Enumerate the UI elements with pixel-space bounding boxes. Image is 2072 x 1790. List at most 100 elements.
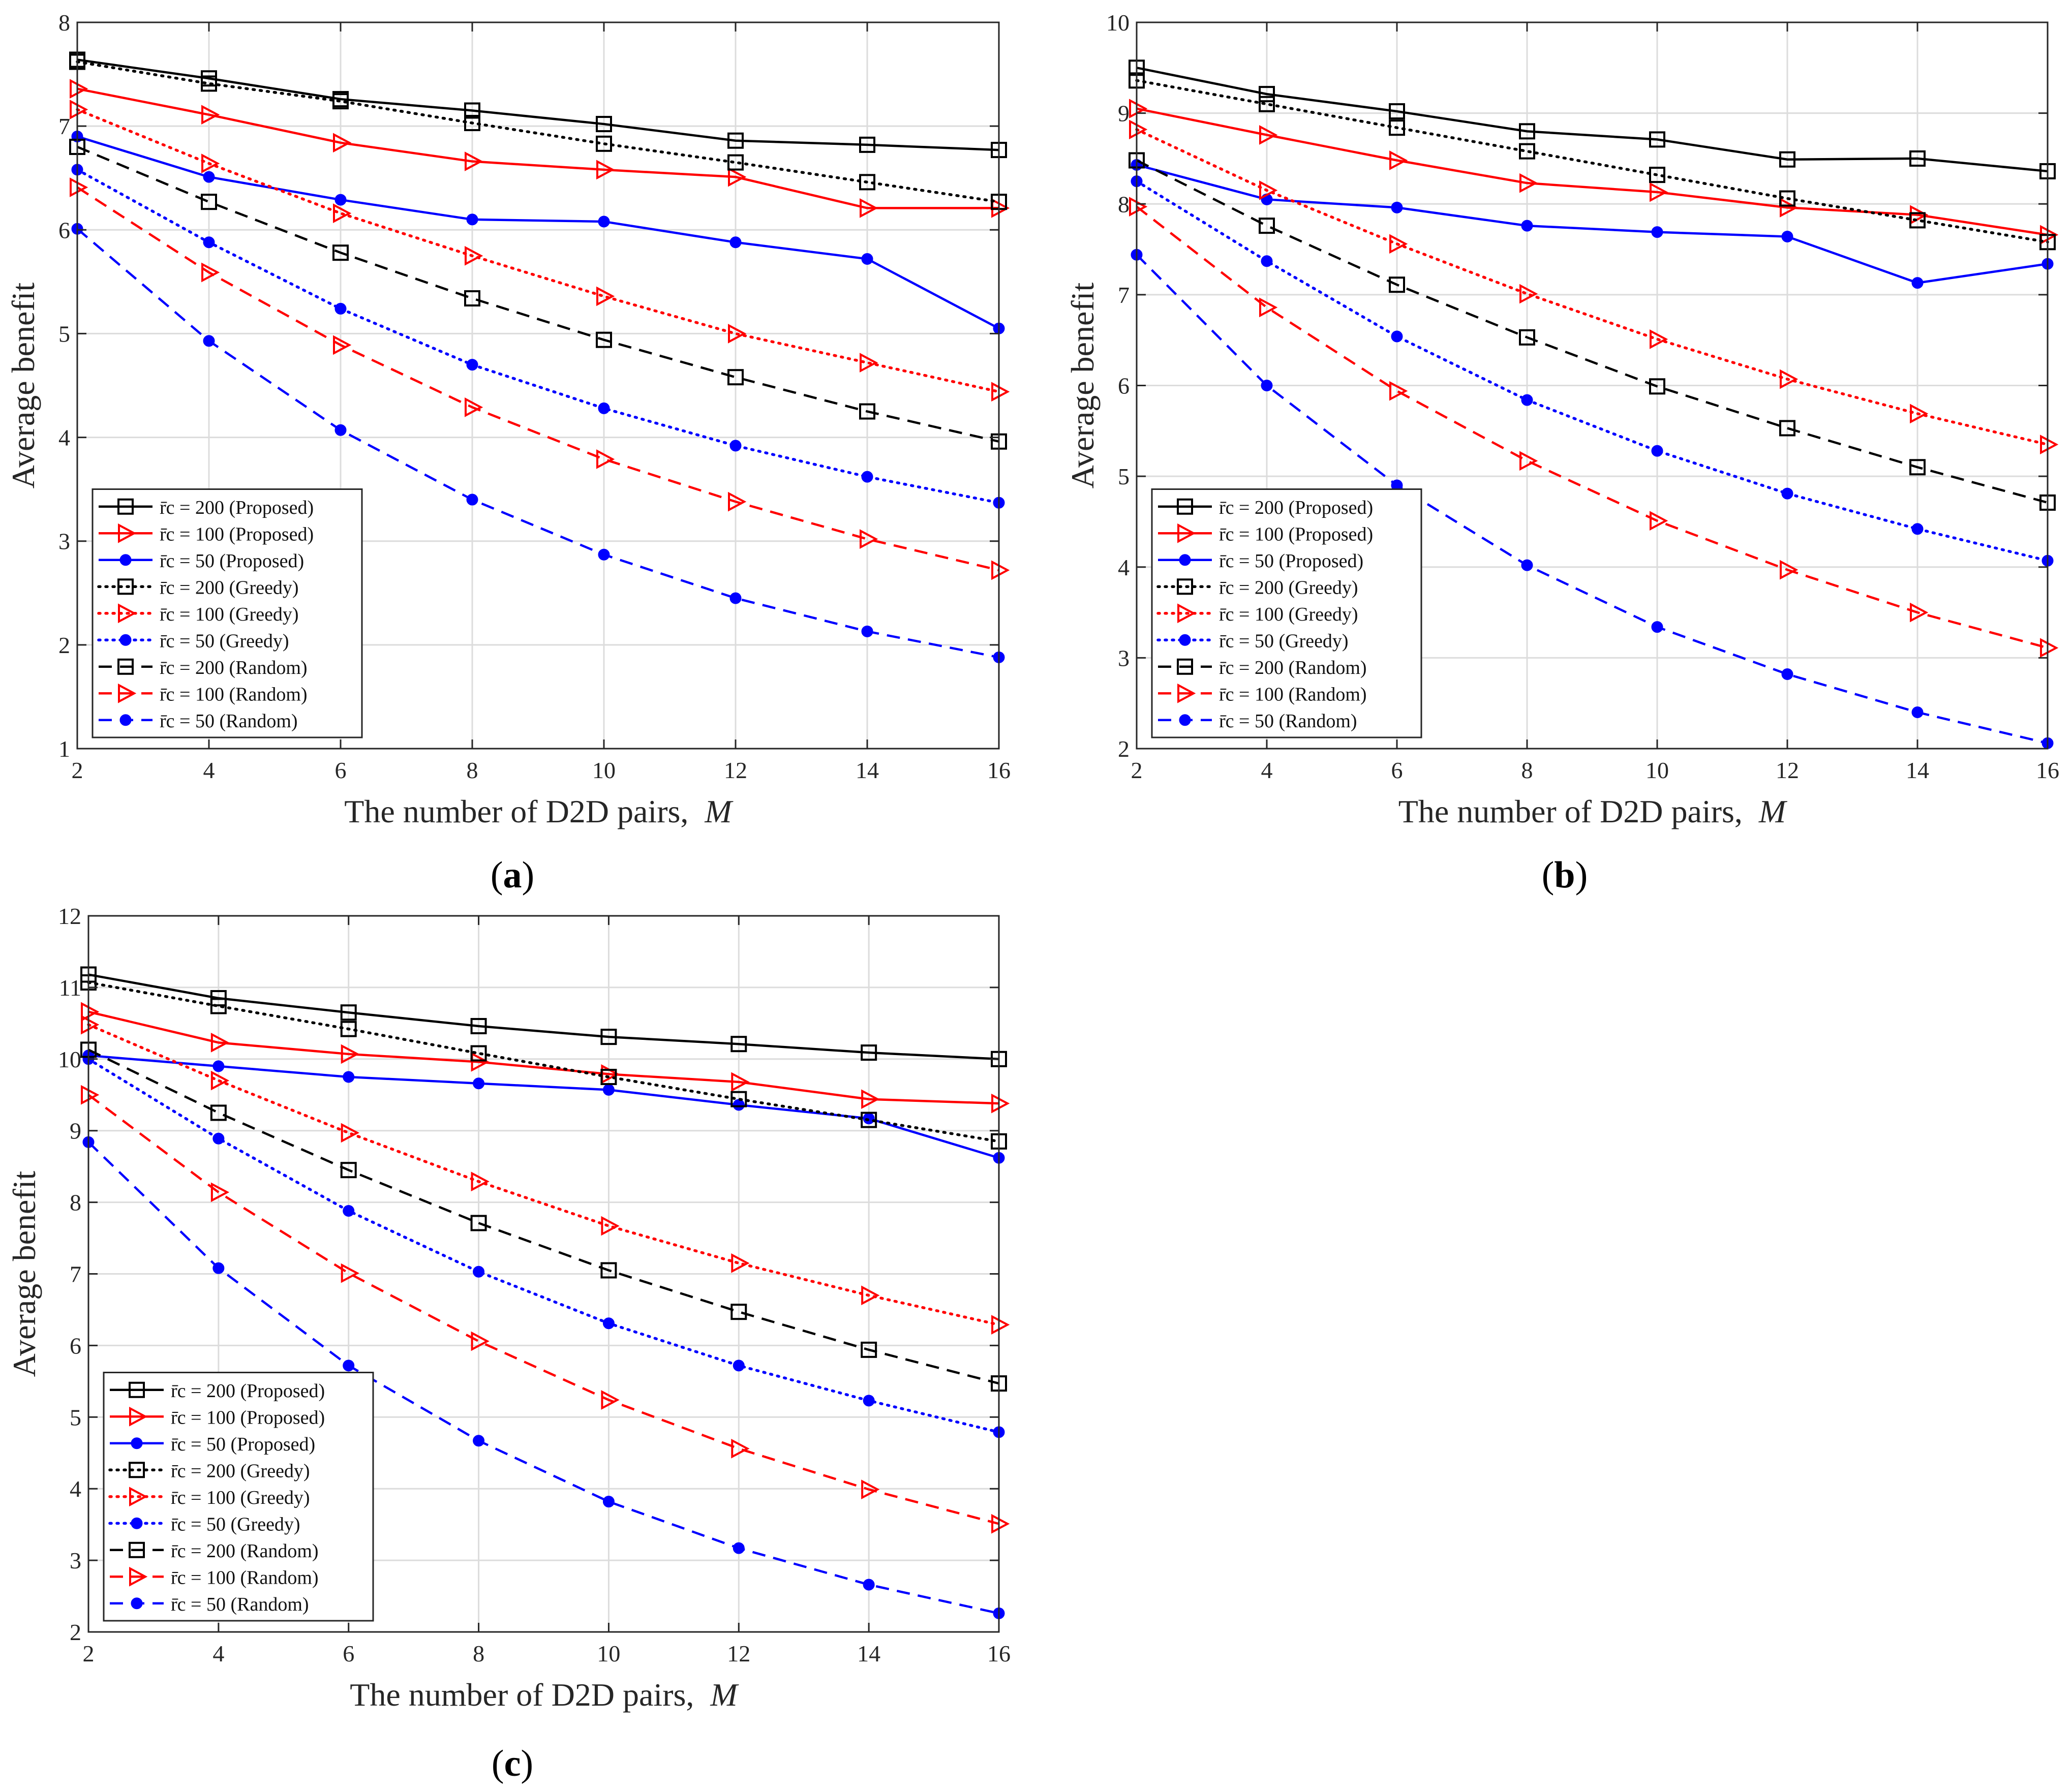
- data-point-c-4-1: [210, 1070, 230, 1091]
- data-point-a-0-4: [596, 116, 612, 133]
- x-tick-label-b-4: 10: [1646, 757, 1669, 783]
- y-tick-label-b-0: 2: [1118, 736, 1130, 762]
- legend-box-c: [103, 1372, 374, 1622]
- data-point-c-5-4: [602, 1317, 615, 1330]
- data-point-c-6-1: [210, 1104, 227, 1121]
- data-point-c-5-2: [343, 1205, 355, 1217]
- data-point-c-7-5: [731, 1438, 750, 1459]
- y-tick-label-c-3: 5: [70, 1404, 81, 1430]
- y-tick-label-c-5: 7: [70, 1261, 81, 1287]
- data-point-a-6-1: [201, 194, 217, 210]
- data-point-a-8-3: [466, 493, 478, 506]
- series-line-b-0: [1136, 67, 2048, 173]
- series-line-c-3: [87, 981, 1000, 1143]
- x-tick-label-b-1: 4: [1261, 757, 1273, 783]
- data-point-a-1-3: [465, 151, 483, 171]
- data-point-a-4-3: [465, 245, 483, 266]
- series-line-c-0: [88, 973, 999, 1061]
- x-tick-label-c-3: 8: [473, 1641, 484, 1666]
- y-tick-label-c-10: 12: [58, 903, 81, 929]
- data-point-a-0-5: [727, 132, 744, 149]
- legend-marker-c-5: [131, 1517, 143, 1529]
- x-tick-label-a-7: 16: [987, 757, 1011, 783]
- data-point-b-6-1: [1259, 218, 1275, 234]
- x-tick-label-a-2: 6: [335, 757, 347, 783]
- data-point-b-7-2: [1389, 381, 1408, 401]
- data-point-b-7-5: [1780, 560, 1799, 580]
- legend-label-b-0: r̄c = 200 (Proposed): [1219, 497, 1373, 518]
- caption-c-letter: c: [504, 1743, 521, 1784]
- x-tick-label-c-5: 12: [727, 1641, 750, 1666]
- legend-marker-c-0: [129, 1381, 145, 1398]
- legend-label-b-5: r̄c = 50 (Greedy): [1219, 630, 1349, 652]
- data-point-b-7-4: [1650, 511, 1668, 531]
- legend-marker-b-6: [1177, 658, 1193, 675]
- data-point-a-3-6: [859, 174, 875, 191]
- data-point-b-3-2: [1389, 119, 1405, 136]
- x-tick-label-c-7: 16: [987, 1641, 1011, 1666]
- x-tick-label-a-4: 10: [592, 757, 616, 783]
- legend-label-a-2: r̄c = 50 (Proposed): [160, 550, 304, 572]
- data-point-a-3-3: [464, 115, 480, 132]
- data-point-c-6-5: [730, 1304, 747, 1320]
- legend-label-a-0: r̄c = 200 (Proposed): [160, 497, 314, 518]
- legend-marker-b-0: [1177, 498, 1193, 515]
- axes-box-a: [76, 21, 1000, 750]
- data-point-b-5-4: [1651, 445, 1663, 457]
- y-tick-label-c-2: 4: [70, 1476, 81, 1502]
- x-tick-label-b-7: 16: [2036, 757, 2059, 783]
- series-line-b-5: [1135, 179, 2049, 562]
- data-point-b-7-0: [1129, 197, 1148, 217]
- data-point-c-4-2: [341, 1123, 359, 1143]
- data-point-b-4-5: [1780, 369, 1799, 389]
- legend-marker-b-4: [1177, 603, 1196, 624]
- data-point-a-3-4: [596, 135, 612, 152]
- legend-label-c-4: r̄c = 100 (Greedy): [171, 1487, 310, 1508]
- data-point-c-6-4: [600, 1262, 617, 1279]
- legend-label-a-7: r̄c = 100 (Random): [160, 684, 308, 705]
- legend-c: r̄c = 200 (Proposed) r̄c = 100 (Proposed)…: [103, 1372, 374, 1622]
- data-point-c-4-3: [471, 1171, 490, 1192]
- data-point-c-6-3: [470, 1215, 487, 1231]
- y-axis-label-c: Average benefit: [6, 1170, 42, 1377]
- data-point-b-4-7: [2040, 435, 2059, 454]
- data-point-c-2-1: [212, 1060, 225, 1072]
- y-tick-label-a-1: 2: [58, 632, 70, 658]
- data-point-c-3-2: [340, 1021, 357, 1037]
- legend-b: r̄c = 200 (Proposed) r̄c = 100 (Proposed)…: [1151, 488, 1422, 738]
- data-point-b-1-1: [1259, 125, 1278, 145]
- data-point-a-7-0: [70, 177, 88, 197]
- data-point-b-4-2: [1389, 234, 1408, 254]
- data-point-b-5-6: [1911, 523, 1924, 535]
- legend-marker-a-8: [119, 714, 132, 726]
- data-point-a-2-3: [466, 213, 478, 226]
- data-point-a-6-3: [464, 290, 480, 307]
- series-line-a-0: [77, 58, 999, 151]
- data-point-b-2-4: [1651, 226, 1663, 238]
- legend-marker-b-7: [1177, 683, 1196, 703]
- legend-marker-b-1: [1177, 523, 1196, 543]
- legend-label-a-4: r̄c = 100 (Greedy): [160, 604, 299, 625]
- data-point-a-2-4: [598, 215, 610, 228]
- series-line-c-8: [87, 1141, 999, 1615]
- y-tick-label-c-7: 9: [70, 1118, 81, 1144]
- x-tick-label-b-3: 8: [1521, 757, 1533, 783]
- y-tick-label-a-0: 1: [58, 736, 70, 762]
- data-point-c-3-5: [730, 1091, 747, 1107]
- data-point-c-7-3: [471, 1331, 490, 1351]
- data-point-c-8-2: [343, 1360, 355, 1372]
- y-tick-label-a-6: 7: [58, 113, 70, 139]
- y-tick-label-b-5: 7: [1118, 282, 1130, 308]
- legend-label-c-0: r̄c = 200 (Proposed): [171, 1380, 325, 1402]
- y-tick-label-c-1: 3: [70, 1548, 81, 1573]
- x-tick-label-c-6: 14: [857, 1641, 880, 1666]
- data-point-c-7-0: [81, 1085, 100, 1105]
- x-tick-label-b-5: 12: [1776, 757, 1799, 783]
- legend-label-c-8: r̄c = 50 (Random): [171, 1594, 309, 1615]
- legend-label-b-4: r̄c = 100 (Greedy): [1219, 604, 1358, 625]
- legend-marker-a-3: [117, 578, 134, 595]
- data-point-c-1-7: [991, 1093, 1010, 1114]
- data-point-b-3-1: [1259, 96, 1275, 112]
- data-point-b-2-6: [1911, 277, 1924, 289]
